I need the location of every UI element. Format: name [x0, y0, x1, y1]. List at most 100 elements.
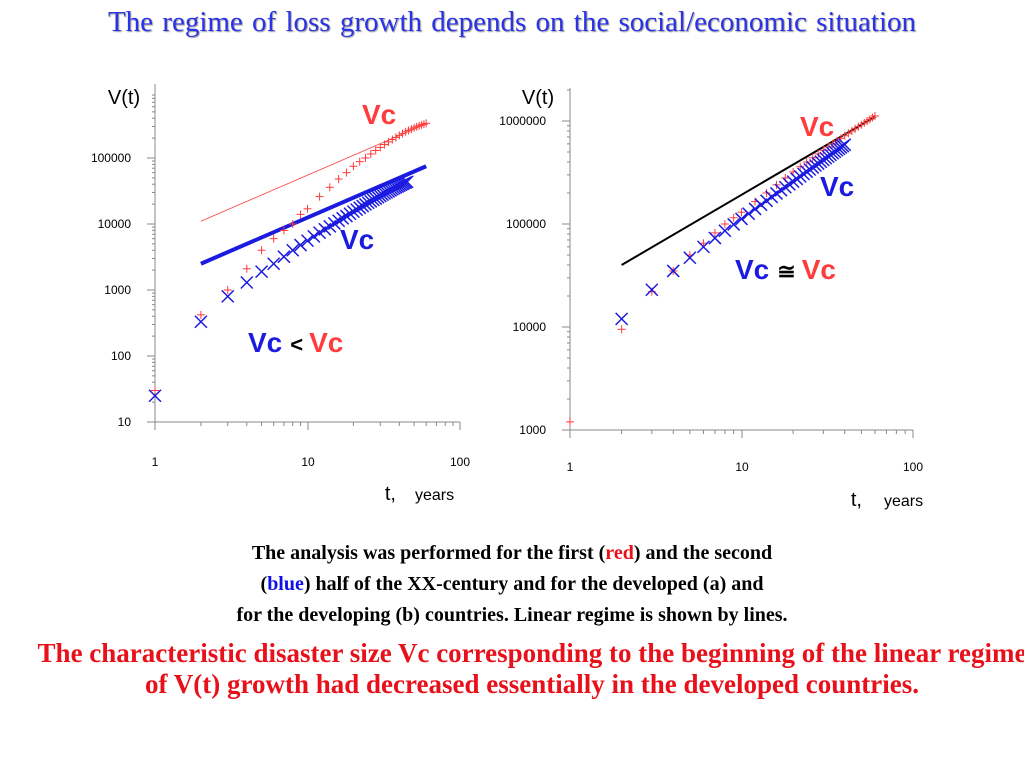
data-point-plus	[288, 220, 297, 228]
data-point-cross	[683, 251, 697, 265]
data-point-plus	[334, 175, 343, 184]
data-point-cross	[221, 289, 235, 303]
vc-relation: Vc ≅ Vc	[735, 254, 836, 285]
data-point-cross	[742, 207, 756, 221]
conclusion-text: The characteristic disaster size Vc corr…	[37, 638, 1024, 699]
relation-right: Vc	[309, 327, 343, 358]
data-point-plus	[349, 162, 358, 171]
data-point-cross	[727, 217, 741, 231]
data-point-cross	[778, 180, 792, 194]
cross-mark-b	[343, 207, 357, 221]
caption: The analysis was performed for the first…	[60, 538, 964, 631]
cross-mark-b	[718, 224, 732, 238]
data-point-cross	[267, 257, 281, 271]
data-point-plus	[371, 146, 380, 155]
data-point-plus	[279, 226, 288, 235]
y-tick-label: 1000	[519, 423, 546, 437]
vc-annotation: Vc	[800, 111, 834, 142]
cross-mark-b	[255, 265, 269, 279]
cross-mark-b	[734, 212, 749, 226]
chart-b-plot: 1000 10000 100000 1000000 1 10 100 V(t) t, years V…	[499, 87, 923, 511]
y-tick-label: 1000	[104, 283, 131, 297]
cross-mark-b	[782, 177, 796, 191]
data-point-cross	[748, 202, 762, 216]
data-point-plus	[762, 188, 771, 197]
cross-mark-b	[645, 283, 659, 297]
cross-mark-b	[696, 240, 710, 254]
cross-mark-b	[286, 243, 300, 257]
cross-mark-b	[307, 229, 321, 243]
data-point-cross	[194, 315, 208, 329]
caption-blue-word: blue	[267, 573, 304, 595]
relation-right: Vc	[802, 254, 836, 285]
y-tick-label: 100000	[506, 217, 546, 231]
cross-mark-b	[350, 203, 364, 217]
cross-mark-b	[300, 234, 315, 248]
data-point-plus	[269, 234, 278, 243]
data-point-cross	[708, 231, 722, 245]
data-point-cross	[255, 265, 269, 279]
y-axis-label: V(t)	[522, 87, 554, 109]
data-point-plus	[303, 204, 312, 213]
data-point-plus	[151, 386, 159, 395]
data-point-plus	[737, 208, 746, 217]
data-point-cross	[277, 250, 291, 264]
caption-line2-end: ) half of the XX-century and for the dev…	[303, 573, 764, 595]
data-point-cross	[332, 214, 346, 228]
vc-annotation: Vc	[362, 99, 396, 130]
data-point-cross	[307, 229, 321, 243]
data-point-plus	[720, 220, 729, 228]
cross-mark-b	[148, 389, 162, 403]
cross-mark-b	[708, 231, 722, 245]
cross-mark-b	[339, 209, 353, 223]
data-point-cross	[734, 212, 749, 226]
data-point-cross	[666, 264, 680, 278]
data-point-plus	[870, 111, 879, 120]
y-tick-label: 1000000	[499, 114, 546, 128]
data-point-plus	[361, 154, 370, 162]
data-point-cross	[615, 312, 629, 326]
cross-mark-b	[277, 250, 291, 264]
cross-mark-b	[778, 180, 792, 194]
data-point-plus	[391, 133, 400, 142]
data-point-plus	[366, 149, 375, 158]
data-point-cross	[339, 209, 353, 223]
cross-mark-b	[221, 289, 235, 303]
x-tick-label: 100	[450, 455, 470, 469]
relation-left: Vc	[248, 327, 282, 358]
data-point-cross	[353, 201, 367, 215]
data-point-cross	[838, 138, 852, 152]
vc-annotation: Vc	[820, 171, 854, 202]
data-point-plus	[566, 417, 574, 426]
cross-mark-b	[666, 264, 680, 278]
x-tick-label: 100	[903, 460, 923, 474]
data-point-cross	[696, 240, 710, 254]
data-point-plus	[242, 264, 251, 273]
cross-mark-b	[615, 312, 629, 326]
data-point-cross	[378, 186, 392, 201]
cross-mark-b	[332, 214, 346, 228]
data-point-cross	[754, 198, 768, 212]
cross-mark-b	[346, 205, 360, 219]
cross-mark-b	[683, 251, 697, 265]
cross-mark-b	[336, 211, 350, 225]
data-point-plus	[223, 286, 232, 294]
data-point-cross	[645, 283, 659, 297]
x-axis-label: t,	[851, 489, 862, 511]
cross-mark-b	[400, 175, 414, 189]
data-point-cross	[346, 205, 360, 219]
cross-mark-b	[748, 202, 762, 216]
data-point-plus	[315, 192, 324, 201]
data-point-plus	[729, 213, 738, 222]
y-tick-label: 100000	[91, 151, 131, 165]
data-point-plus	[355, 157, 364, 166]
data-point-plus	[710, 228, 719, 237]
relation-left: Vc	[735, 254, 769, 285]
cross-mark-b	[353, 201, 367, 215]
data-point-plus	[422, 119, 431, 128]
x-axis-unit: years	[884, 493, 923, 510]
data-point-plus	[380, 140, 389, 149]
data-point-cross	[148, 389, 162, 403]
caption-line1-end: ) and the second	[633, 542, 773, 564]
